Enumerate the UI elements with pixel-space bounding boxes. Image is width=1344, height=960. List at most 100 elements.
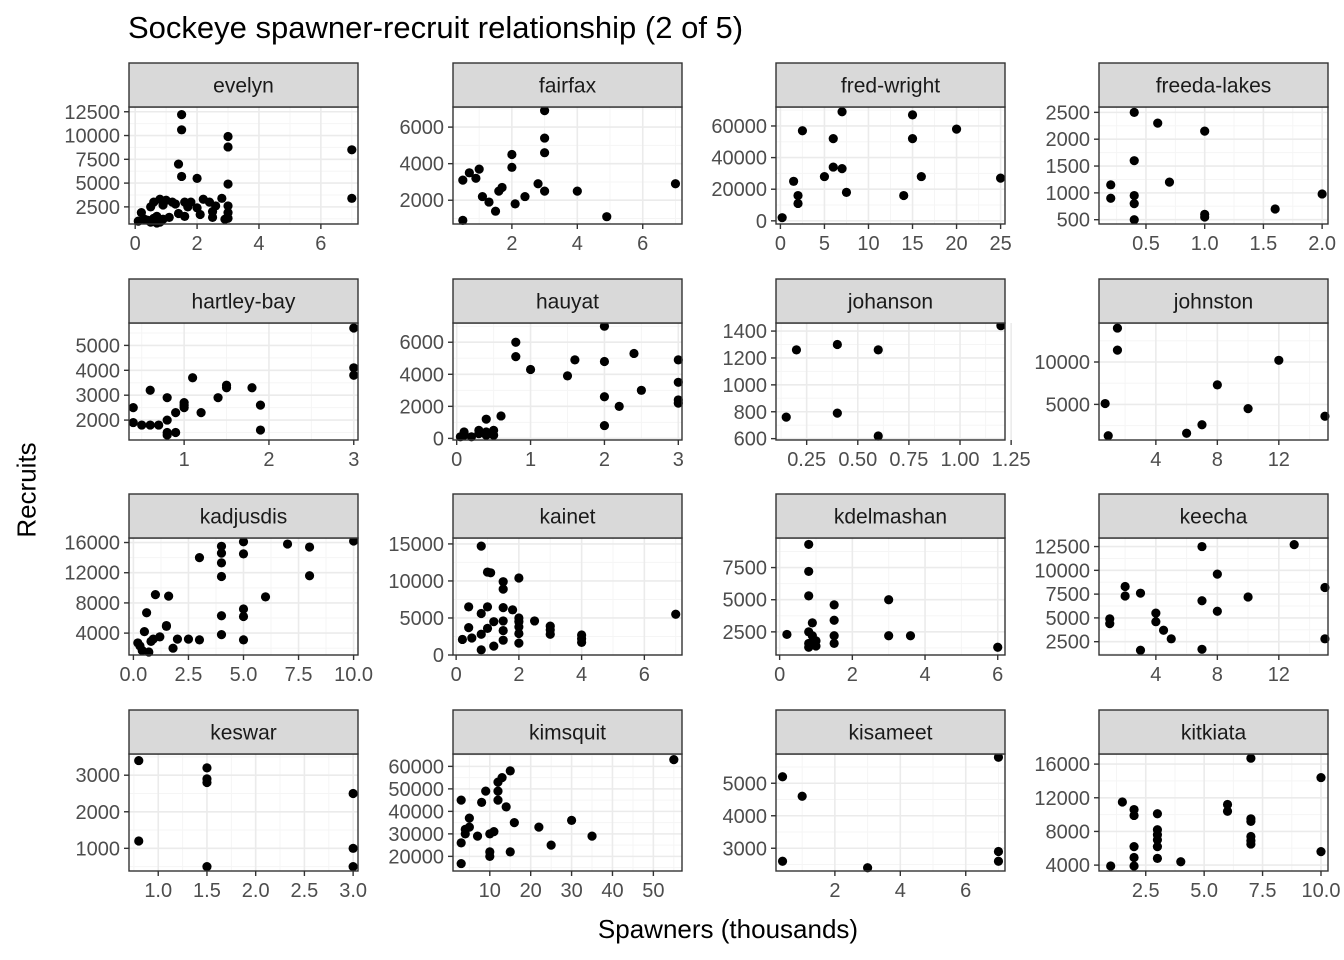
strip-label: evelyn	[213, 75, 274, 98]
data-point	[477, 797, 487, 807]
y-tick-label: 4000	[76, 360, 121, 382]
y-tick-label: 5000	[400, 608, 445, 630]
data-point	[1270, 204, 1280, 214]
panel-background	[1099, 323, 1328, 440]
x-tick-label: 10.0	[334, 664, 373, 686]
strip-label: johanson	[847, 291, 933, 314]
strip	[128, 709, 359, 755]
y-tick-label: 40000	[711, 148, 767, 170]
data-point	[171, 427, 181, 438]
data-point	[458, 215, 468, 225]
data-point	[804, 591, 814, 601]
y-tick-label: 2500	[723, 622, 768, 644]
data-point	[1129, 107, 1139, 117]
data-point	[1243, 404, 1253, 414]
y-tick-label: 0	[756, 211, 767, 233]
panel-kimsquit: kimsquit 10 20 30 40 50 2000030000400005000060…	[388, 709, 683, 902]
x-tick-label: 0	[451, 449, 462, 471]
data-point	[899, 190, 909, 201]
y-tick-label: 10000	[1034, 352, 1090, 374]
data-point	[1112, 345, 1123, 355]
data-point	[540, 106, 550, 116]
data-point	[791, 345, 802, 355]
x-tick-label: 2	[847, 664, 858, 686]
data-point	[614, 401, 624, 411]
x-tick-label: 1.25	[992, 449, 1031, 471]
data-point	[349, 323, 359, 333]
data-point	[599, 392, 610, 402]
data-point	[1320, 582, 1330, 593]
data-point	[154, 420, 164, 430]
data-point	[179, 398, 189, 408]
data-point	[673, 355, 683, 365]
data-point	[828, 162, 838, 172]
data-point	[566, 815, 577, 825]
data-point	[223, 179, 233, 189]
data-point	[1152, 809, 1163, 819]
data-point	[155, 632, 165, 642]
strip-label: fred-wright	[841, 75, 940, 98]
data-point	[476, 541, 486, 551]
y-tick-label: 2000	[400, 190, 445, 212]
data-point	[1316, 847, 1326, 857]
data-point	[829, 615, 839, 625]
strip	[1098, 493, 1329, 539]
x-tick-label: 1.0	[1191, 233, 1219, 255]
x-tick-label: 7.5	[285, 664, 313, 686]
x-tick-label: 3	[348, 449, 359, 471]
data-point	[599, 420, 610, 431]
data-point	[139, 627, 150, 637]
data-point	[128, 403, 138, 413]
data-point	[194, 635, 205, 645]
x-tick-label: 25	[989, 233, 1011, 255]
strip-label: kdelmashan	[834, 506, 947, 529]
y-tick-label: 3000	[723, 838, 768, 860]
data-point	[1106, 193, 1116, 203]
data-point	[797, 126, 808, 136]
data-point	[793, 190, 803, 201]
strip	[1098, 278, 1329, 324]
data-point	[804, 539, 814, 550]
y-tick-label: 600	[734, 429, 767, 451]
x-tick-label: 6	[960, 880, 971, 902]
x-tick-label: 4	[576, 664, 587, 686]
data-point	[570, 355, 580, 365]
data-point	[145, 385, 155, 395]
y-tick-label: 7500	[1046, 584, 1091, 606]
data-point	[186, 197, 196, 207]
x-tick-label: 12	[1268, 449, 1290, 471]
data-point	[995, 173, 1006, 183]
data-point	[196, 408, 206, 418]
panel-johanson: johanson 0.25 0.50 0.75 1.00 1.25 600 800 1000 12…	[723, 278, 1031, 471]
data-point	[496, 411, 506, 421]
data-point	[782, 629, 792, 640]
panel-background	[776, 754, 1005, 871]
data-point	[907, 110, 918, 120]
y-tick-label: 8000	[76, 593, 121, 615]
x-tick-label: 6	[992, 664, 1003, 686]
data-point	[1317, 189, 1327, 199]
data-point	[481, 430, 491, 440]
y-tick-label: 6000	[400, 117, 445, 139]
data-point	[489, 617, 499, 627]
y-tick-label: 5000	[76, 173, 121, 195]
data-point	[161, 620, 172, 631]
data-point	[811, 641, 821, 651]
data-point	[485, 851, 495, 861]
data-point	[599, 321, 610, 331]
strip-label: kimsquit	[529, 722, 606, 745]
y-tick-label: 4000	[76, 623, 121, 645]
x-tick-label: 2	[599, 449, 610, 471]
strip	[128, 62, 359, 108]
data-point	[238, 549, 249, 559]
data-point	[1153, 118, 1163, 128]
data-point	[510, 199, 520, 209]
data-point	[466, 432, 477, 442]
data-point	[832, 339, 842, 350]
data-point	[673, 377, 683, 387]
panel-kadjusdis: kadjusdis 0.0 2.5 5.0 7.5 10.0 4000 8000 12000 16…	[64, 493, 373, 686]
strip-label: kadjusdis	[200, 506, 288, 529]
x-tick-label: 10	[857, 233, 879, 255]
data-point	[511, 352, 521, 362]
strip-label: fairfax	[539, 75, 597, 98]
